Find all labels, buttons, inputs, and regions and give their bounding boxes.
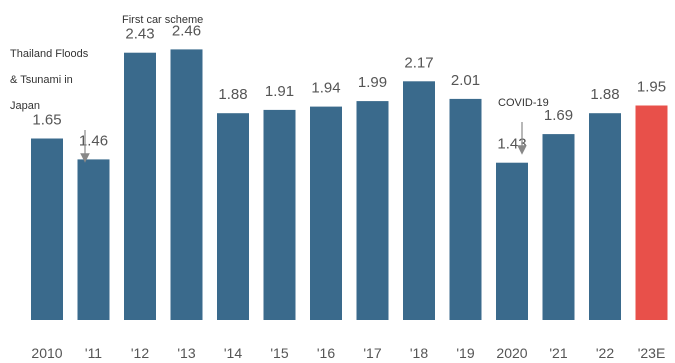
- x-tick-15: '15: [270, 345, 288, 361]
- x-tick-11: '11: [85, 345, 102, 361]
- annotation-1-line-0: First car scheme: [122, 14, 203, 26]
- x-tick-2020: 2020: [496, 345, 527, 361]
- value-label-21: 1.69: [544, 107, 573, 124]
- x-tick-22: '22: [596, 345, 614, 361]
- value-label-19: 2.01: [451, 72, 480, 89]
- value-label-11: 1.46: [79, 132, 108, 149]
- value-label-14: 1.88: [218, 86, 247, 103]
- annotation-2-line-0: COVID-19: [498, 97, 549, 109]
- value-label-2010: 1.65: [32, 112, 61, 129]
- x-tick-16: '16: [317, 345, 335, 361]
- value-labels-group: 1.65 1.46 2.43 2.46 1.88 1.91 1.94 1.99 2.17 2.01…: [32, 22, 666, 152]
- value-label-12: 2.43: [125, 26, 154, 43]
- bar-13: [170, 49, 203, 321]
- bar-18: [403, 81, 435, 320]
- bar-14: [217, 113, 249, 320]
- value-label-15: 1.91: [265, 83, 294, 100]
- value-label-23e: 1.95: [637, 79, 666, 96]
- bar-21: [542, 134, 575, 320]
- x-tick-2010: 2010: [31, 345, 62, 361]
- x-tick-labels-group: 2010 '11 '12 '13 '14 '15 '16 '17 '18 '19 2020 '21 '2…: [31, 345, 665, 361]
- value-label-13: 2.46: [172, 22, 201, 39]
- bars-group: [31, 49, 668, 321]
- bar-2010: [31, 138, 63, 320]
- x-tick-17: '17: [363, 345, 381, 361]
- bar-19: [449, 98, 482, 321]
- x-tick-18: '18: [410, 345, 428, 361]
- bar-23e: [635, 105, 668, 320]
- bar-16: [310, 106, 342, 320]
- value-label-16: 1.94: [311, 80, 340, 97]
- bar-12: [124, 52, 156, 320]
- x-tick-21: '21: [549, 345, 567, 361]
- bar-11: [77, 159, 110, 320]
- x-tick-23e: '23E: [638, 345, 666, 361]
- x-tick-12: '12: [131, 345, 149, 361]
- bar-2020: [496, 162, 528, 320]
- x-tick-13: '13: [177, 345, 195, 361]
- bar-22: [589, 113, 621, 320]
- annotation-0-line-2: Japan: [10, 100, 40, 112]
- value-label-22: 1.88: [590, 86, 619, 103]
- annotations-group: Thailand Floods & Tsunami in Japan First ca…: [10, 14, 549, 163]
- x-tick-19: '19: [456, 345, 474, 361]
- bar-15: [263, 109, 296, 321]
- value-label-17: 1.99: [358, 74, 387, 91]
- annotation-0-line-0: Thailand Floods: [10, 48, 89, 60]
- x-tick-14: '14: [224, 345, 242, 361]
- value-label-18: 2.17: [404, 54, 433, 71]
- annotation-0-line-1: & Tsunami in: [10, 74, 73, 86]
- bar-17: [356, 101, 389, 320]
